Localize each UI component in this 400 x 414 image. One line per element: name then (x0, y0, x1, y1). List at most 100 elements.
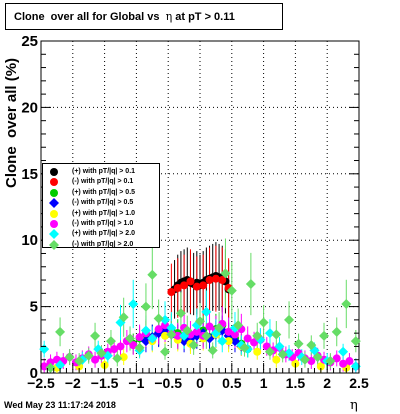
data-point (161, 321, 170, 330)
data-point (160, 346, 171, 357)
data-point (284, 348, 295, 359)
data-point (306, 340, 317, 351)
data-point (192, 282, 201, 291)
legend-marker (50, 209, 58, 218)
data-point (199, 281, 208, 290)
legend-marker (49, 239, 59, 250)
data-point (161, 331, 170, 340)
y-tick-label: 20 (21, 99, 38, 116)
data-point (201, 330, 212, 341)
data-point (211, 274, 220, 283)
x-tick-label: 2 (323, 375, 331, 391)
data-point (325, 356, 336, 367)
data-point (345, 357, 354, 366)
x-tick-label: −2 (65, 375, 81, 391)
data-point (128, 298, 139, 309)
legend-label: (-) with pT/|q| > 2.0 (72, 240, 134, 248)
data-point (90, 330, 101, 341)
data-point (243, 334, 252, 343)
data-point (331, 326, 342, 337)
x-tick-label: −0.5 (154, 375, 182, 391)
data-point (350, 361, 361, 372)
chart-title: Clone over all for Global vs η at pT > 0… (5, 3, 283, 30)
data-point (91, 355, 100, 364)
chart-title-symbol: η (165, 10, 173, 23)
legend-marker (50, 220, 58, 228)
data-point (105, 336, 116, 347)
data-point (250, 338, 259, 347)
data-point (224, 337, 233, 346)
data-point (140, 301, 151, 312)
data-point (233, 320, 244, 331)
data-point (205, 276, 214, 285)
data-point (217, 336, 228, 347)
data-point (153, 313, 164, 324)
data-point (147, 333, 158, 344)
legend-marker (49, 198, 59, 209)
data-point (175, 308, 186, 319)
data-point (74, 356, 85, 367)
y-tick-label: 5 (30, 299, 38, 316)
data-point (299, 354, 310, 365)
legend-label: (-) with pT/|q| > 1.0 (72, 220, 134, 227)
y-tick-label: 10 (21, 232, 38, 249)
y-tick-label: 25 (21, 33, 38, 50)
data-point (166, 322, 177, 333)
data-point (312, 352, 323, 363)
legend-marker (50, 168, 58, 176)
data-point (319, 330, 330, 341)
data-point (284, 314, 295, 325)
data-point (220, 268, 231, 279)
legend-entry: (-) with pT/|q| > 2.0 (43, 239, 161, 250)
data-point (135, 333, 144, 342)
data-point (245, 279, 256, 290)
data-point (229, 336, 240, 347)
x-tick-label: 1 (260, 375, 268, 391)
data-point (339, 359, 348, 368)
data-point (167, 287, 176, 296)
legend-entry: (-) with pT/|q| > 0.5 (43, 198, 161, 209)
x-tick-label: −1.5 (91, 375, 119, 391)
legend-entry: (+) with pT/|q| > 1.0 (43, 209, 161, 219)
data-point (239, 342, 250, 353)
data-point (258, 317, 269, 328)
data-point (264, 346, 275, 357)
data-point (64, 352, 75, 363)
data-point (252, 330, 263, 341)
legend-entry: (-) with pT/|q| > 0.1 (43, 177, 161, 187)
x-tick-label: 0.5 (222, 375, 242, 391)
legend-label: (+) with pT/|q| > 0.5 (72, 188, 136, 196)
data-point (160, 314, 171, 325)
data-point (307, 357, 316, 366)
data-point (341, 298, 352, 309)
data-point (226, 285, 237, 296)
data-point (350, 336, 361, 347)
data-point (207, 345, 218, 356)
data-markers (39, 268, 361, 373)
data-point (293, 338, 304, 349)
data-point (55, 326, 66, 337)
data-point (45, 362, 56, 373)
legend-label: (+) with pT/|q| > 2.0 (72, 230, 136, 238)
data-point (46, 358, 55, 367)
data-point (83, 350, 94, 361)
data-point (125, 333, 136, 344)
y-axis-label: Clone over all (%) (3, 57, 20, 188)
data-point (218, 276, 227, 285)
legend-label: (-) with pT/|q| > 0.1 (72, 178, 134, 186)
data-point (264, 328, 275, 339)
data-point (205, 322, 214, 331)
legend-marker (50, 178, 58, 187)
data-point (96, 348, 107, 359)
data-point (338, 346, 349, 357)
x-tick-label: 2.5 (349, 375, 369, 391)
data-point (129, 341, 138, 350)
data-point (192, 327, 201, 336)
data-point (271, 329, 282, 340)
data-point (214, 322, 225, 333)
data-point (274, 341, 285, 352)
data-point (147, 269, 158, 280)
data-point (173, 331, 182, 340)
legend-label: (+) with pT/|q| > 1.0 (72, 209, 136, 217)
